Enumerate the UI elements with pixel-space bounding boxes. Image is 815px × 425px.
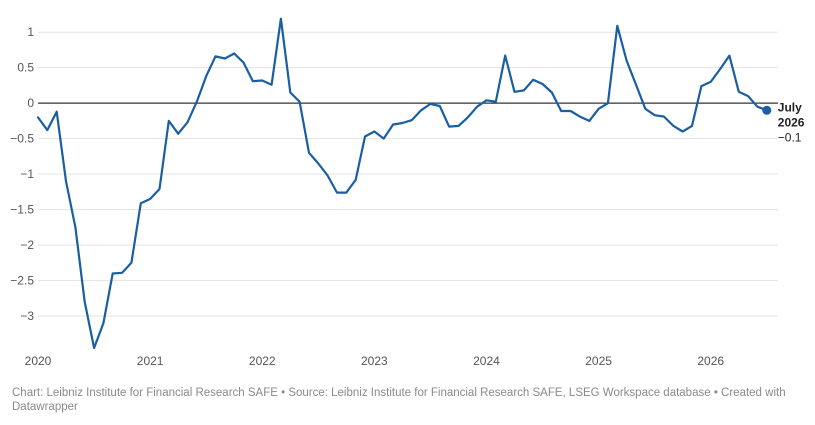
- y-tick-label: −2: [20, 238, 34, 252]
- chart-footer-credits: Chart: Leibniz Institute for Financial R…: [12, 387, 786, 413]
- series-line: [36, 17, 768, 350]
- chart-svg: 1 0.5 0 −0.5 −1 −1.5 −2 −2.5 −3 2020 2021 2022 2023…: [10, 17, 805, 368]
- x-tick-label: 2024: [473, 354, 500, 368]
- x-tick-label: 2026: [697, 354, 724, 368]
- x-tick-label: 2025: [585, 354, 612, 368]
- last-value-date-month: July: [778, 100, 802, 114]
- line-chart: 1 0.5 0 −0.5 −1 −1.5 −2 −2.5 −3 2020 2021 2022 2023…: [10, 17, 805, 368]
- last-value-marker: [762, 105, 772, 115]
- y-tick-label: 0.5: [17, 61, 34, 75]
- gridlines: [38, 31, 778, 317]
- y-tick-label: 0: [27, 96, 34, 110]
- y-tick-label: −0.5: [10, 132, 34, 146]
- y-tick-label: 1: [27, 25, 34, 39]
- x-tick-label: 2023: [361, 354, 388, 368]
- y-tick-label: −1: [20, 167, 34, 181]
- y-tick-label: −1.5: [10, 203, 34, 217]
- y-tick-label: −2.5: [10, 274, 34, 288]
- x-axis-tick-labels: 2020 2021 2022 2023 2024 2025 2026: [25, 354, 725, 368]
- y-axis-tick-labels: 1 0.5 0 −0.5 −1 −1.5 −2 −2.5 −3: [10, 25, 34, 323]
- y-tick-label: −3: [20, 309, 34, 323]
- last-value-label: −0.1: [778, 130, 802, 144]
- x-tick-label: 2020: [25, 354, 52, 368]
- last-value-date-year: 2026: [778, 115, 805, 129]
- x-tick-label: 2021: [137, 354, 164, 368]
- x-tick-label: 2022: [249, 354, 276, 368]
